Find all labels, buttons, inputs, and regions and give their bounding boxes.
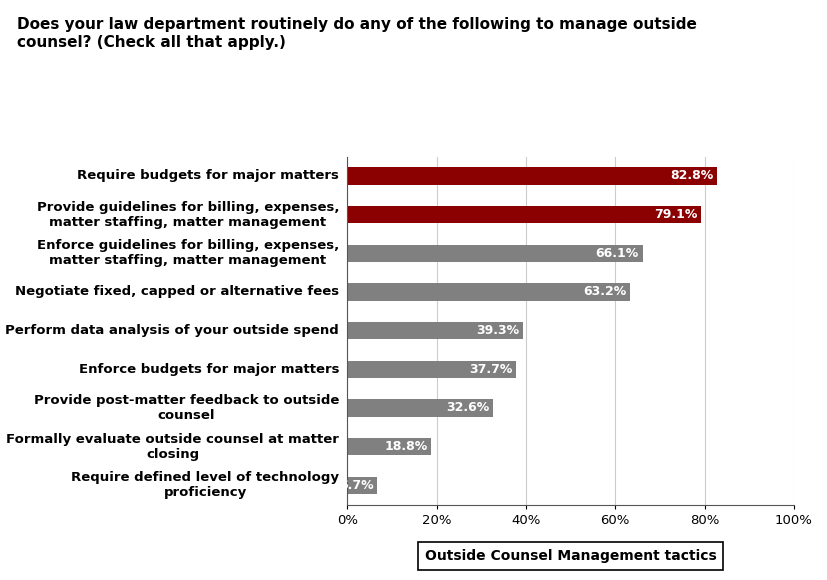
Text: Enforce budgets for major matters: Enforce budgets for major matters (79, 362, 339, 376)
Text: 37.7%: 37.7% (469, 362, 512, 376)
Bar (347, 283, 629, 300)
Text: Enforce guidelines for billing, expenses,
matter staffing, matter management: Enforce guidelines for billing, expenses… (37, 240, 339, 267)
Text: 79.1%: 79.1% (653, 208, 697, 221)
Bar (347, 438, 432, 455)
Text: 6.7%: 6.7% (339, 478, 374, 492)
Text: Negotiate fixed, capped or alternative fees: Negotiate fixed, capped or alternative f… (15, 285, 339, 299)
Bar (347, 167, 717, 184)
Text: Provide guidelines for billing, expenses,
matter staffing, matter management: Provide guidelines for billing, expenses… (36, 201, 339, 229)
Text: 18.8%: 18.8% (385, 440, 428, 453)
Text: 82.8%: 82.8% (671, 169, 714, 183)
Text: Does your law department routinely do any of the following to manage outside
cou: Does your law department routinely do an… (17, 17, 696, 50)
Bar (347, 245, 643, 262)
Text: Provide post-matter feedback to outside
counsel: Provide post-matter feedback to outside … (34, 394, 339, 422)
Text: 39.3%: 39.3% (476, 324, 519, 337)
Text: Perform data analysis of your outside spend: Perform data analysis of your outside sp… (5, 324, 339, 337)
Bar (347, 399, 493, 416)
Text: Outside Counsel Management tactics: Outside Counsel Management tactics (425, 549, 716, 563)
Text: Require budgets for major matters: Require budgets for major matters (77, 169, 339, 183)
Bar (347, 477, 377, 494)
Text: 66.1%: 66.1% (595, 246, 639, 260)
Bar (347, 361, 516, 378)
Text: 63.2%: 63.2% (583, 285, 626, 299)
Text: 32.6%: 32.6% (446, 401, 490, 415)
Text: Require defined level of technology
proficiency: Require defined level of technology prof… (71, 472, 339, 499)
Text: Formally evaluate outside counsel at matter
closing: Formally evaluate outside counsel at mat… (6, 433, 339, 461)
Bar (347, 322, 523, 339)
Bar (347, 206, 700, 223)
